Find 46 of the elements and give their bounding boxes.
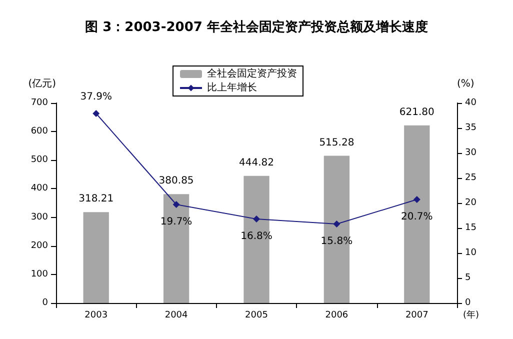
y2-tick-label: 25 [465,173,476,183]
point [92,110,100,117]
legend-label: 全社会固定资产投资 [207,68,297,80]
y2-tick-label: 35 [465,123,476,133]
x-tick-label: 2004 [164,310,188,320]
y-tick-label: 200 [30,240,48,251]
y2-tick-label: 30 [465,148,477,158]
y2-tick-label: 40 [465,98,477,108]
x-tick-label: 2003 [84,310,108,320]
bar [324,156,350,303]
y2-tick-label: 20 [465,198,477,208]
point [333,220,340,228]
data-label: 621.80 [399,106,434,118]
x-tick-label: 2006 [325,310,348,320]
y-tick-label: 300 [30,212,48,222]
point [413,196,420,203]
y-tick-label: 500 [30,155,48,166]
legend-label: 比上年增长 [207,82,257,94]
data-label: 318.21 [78,194,114,205]
y2-tick-label: 5 [465,273,471,283]
x-axis-title: (年) [463,310,480,320]
data-label: 515.28 [319,137,354,148]
x-tick-label: 2005 [245,310,268,320]
y-tick-label: 100 [30,269,48,280]
y-tick-label: 400 [30,184,48,194]
data-label: 444.82 [239,157,274,168]
y-tick-label: 600 [30,126,48,137]
y2-tick-label: 0 [465,298,471,308]
y2-tick-label: 15 [465,223,476,233]
chart-title: 图 3：2003-2007 年全社会固定资产投资总额及增长速度 [85,19,428,35]
point [253,216,260,222]
data-label: 19.7% [160,216,192,228]
data-label: 37.9% [80,92,112,102]
point [172,201,180,208]
y-tick-label: 700 [30,98,48,108]
data-label: 380.85 [158,176,194,187]
y-tick-label: 0 [42,298,48,308]
y-axis-title: (亿元) [28,78,56,90]
data-label: 20.7% [401,212,433,222]
data-label: 15.8% [320,236,353,247]
y2-tick-label: 10 [465,248,477,258]
bar [83,212,109,303]
bar [163,194,190,303]
data-label: 16.8% [240,231,272,242]
y2-axis-title: (%) [457,78,474,90]
x-tick-label: 2007 [405,310,428,320]
